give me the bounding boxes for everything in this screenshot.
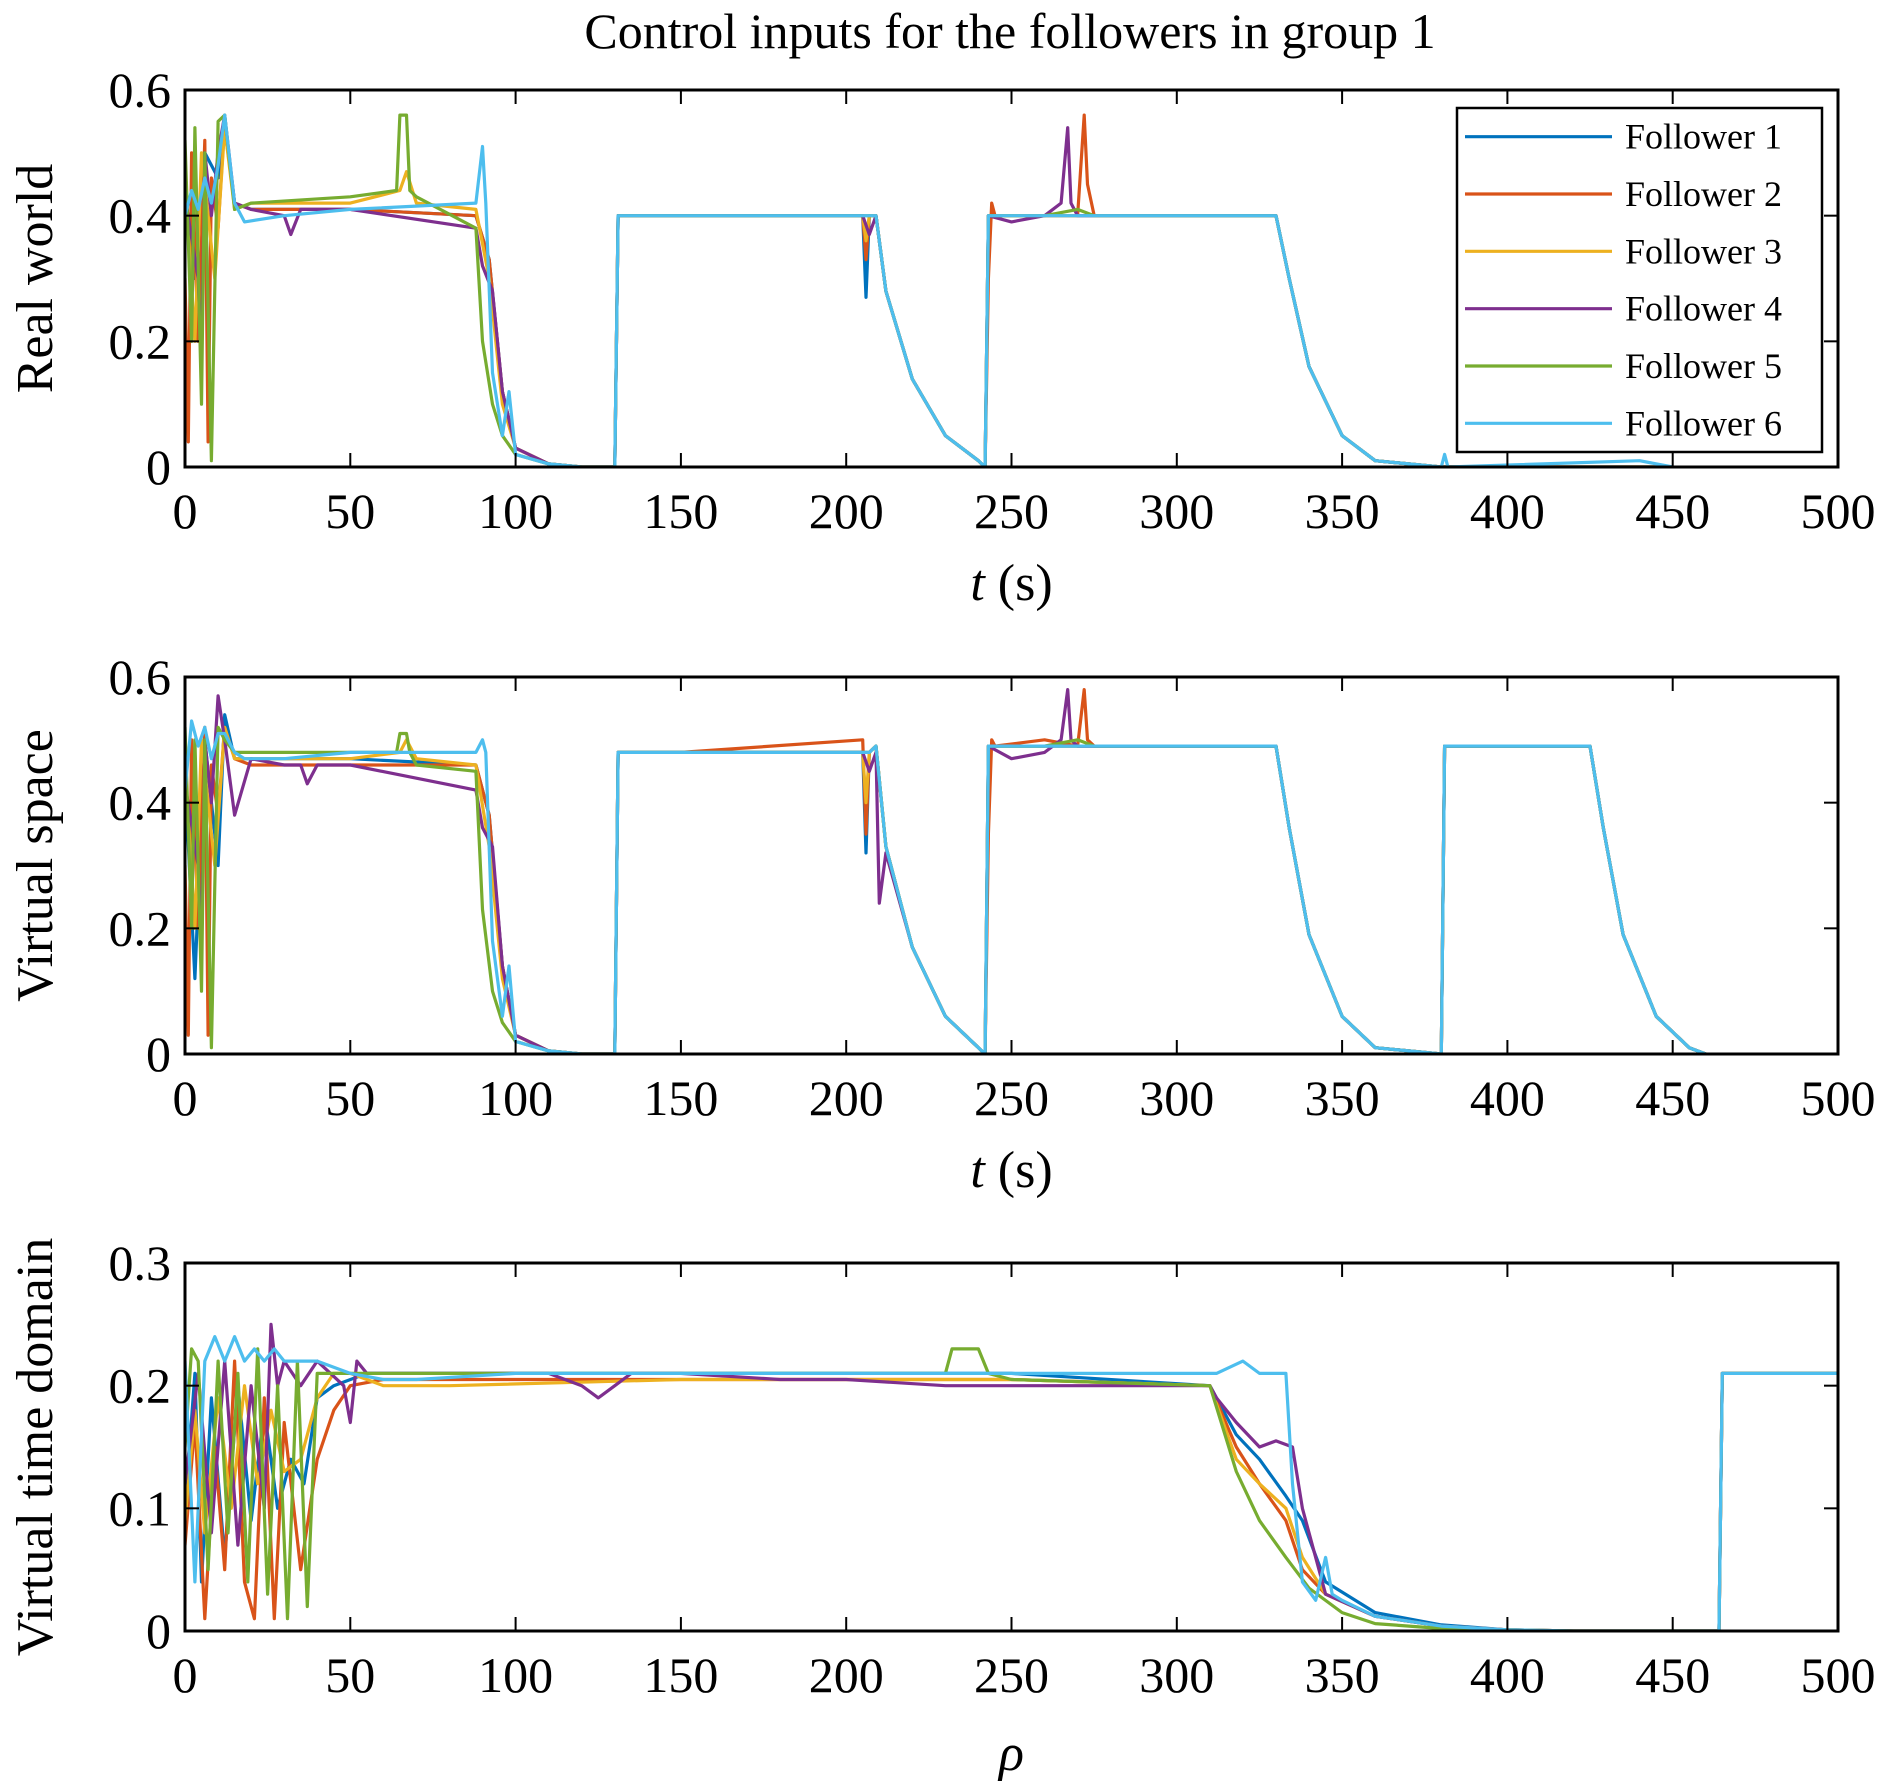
legend-label-follower-1: Follower 1 <box>1625 117 1782 157</box>
panel-3: 0 50 100 150 200 250 300 350 400 450 500 0 0.1 0.2 0.3… <box>7 1235 1876 1782</box>
x-tick-label: 100 <box>478 483 553 539</box>
y-axis-label: Real world <box>7 164 64 394</box>
x-tick-label: 300 <box>1139 1070 1214 1126</box>
y-tick-label: 0.4 <box>109 775 172 831</box>
y-axis-label: Virtual space <box>7 729 64 1002</box>
x-tick-label: 400 <box>1470 1647 1545 1703</box>
y-tick-label: 0.3 <box>109 1235 172 1291</box>
x-tick-label: 250 <box>974 1070 1049 1126</box>
x-axis-unit: (s) <box>985 1142 1053 1199</box>
x-tick-label: 500 <box>1801 1070 1876 1126</box>
series-line-follower-5 <box>185 113 1675 467</box>
series-line-follower-6 <box>185 719 1708 1054</box>
series-line-follower-6 <box>185 113 1675 467</box>
x-tick-label: 50 <box>325 1647 375 1703</box>
x-tick-label: 400 <box>1470 483 1545 539</box>
x-tick-label: 100 <box>478 1070 553 1126</box>
legend: Follower 1 Follower 2 Follower 3 Follower 4… <box>1455 106 1824 454</box>
x-tick-label: 0 <box>173 1070 198 1126</box>
y-tick-label: 0.4 <box>109 188 172 244</box>
x-axis-label: t (s) <box>970 555 1052 612</box>
y-tick-label: 0 <box>146 1026 171 1082</box>
chart-title: Control inputs for the followers in grou… <box>584 3 1435 59</box>
x-tick-label: 150 <box>643 1647 718 1703</box>
x-tick-label: 200 <box>809 1070 884 1126</box>
x-tick-label: 0 <box>173 1647 198 1703</box>
y-tick-label: 0.2 <box>109 1358 172 1414</box>
x-tick-label: 0 <box>173 483 198 539</box>
legend-label-follower-3: Follower 3 <box>1625 231 1782 271</box>
legend-label-follower-4: Follower 4 <box>1625 289 1782 329</box>
y-tick-label: 0.1 <box>109 1480 172 1536</box>
x-tick-label: 250 <box>974 483 1049 539</box>
series-line-follower-4 <box>185 687 1708 1054</box>
panel-2: 0 50 100 150 200 250 300 350 400 450 500 0 0.2 0.4 0.6… <box>7 649 1876 1199</box>
x-tick-label: 200 <box>809 483 884 539</box>
series-line-follower-2 <box>185 1359 1838 1631</box>
x-tick-label: 450 <box>1635 1647 1710 1703</box>
legend-label-follower-6: Follower 6 <box>1625 403 1782 443</box>
series-line-follower-2 <box>185 687 1708 1054</box>
y-tick-label: 0.2 <box>109 313 172 369</box>
x-axis-variable: ρ <box>997 1725 1024 1782</box>
chart-panels: 0 50 100 150 200 250 300 350 400 450 50000.20.40.6… <box>7 62 1876 1782</box>
series-group <box>185 113 1675 467</box>
x-tick-label: 150 <box>643 483 718 539</box>
x-axis-label: t (s) <box>970 1142 1052 1199</box>
series-line-follower-4 <box>185 1322 1838 1631</box>
x-axis-unit: (s) <box>985 555 1053 612</box>
x-tick-label: 50 <box>325 483 375 539</box>
x-tick-label: 150 <box>643 1070 718 1126</box>
plot-frame <box>183 675 1840 1056</box>
x-tick-label: 450 <box>1635 483 1710 539</box>
x-tick-label: 500 <box>1801 1647 1876 1703</box>
y-tick-label: 0.6 <box>109 649 172 705</box>
panel-1: 0 50 100 150 200 250 300 350 400 450 500 0 0.2 0.4 0.6… <box>7 62 1876 612</box>
x-tick-label: 50 <box>325 1070 375 1126</box>
x-tick-label: 350 <box>1305 483 1380 539</box>
series-line-follower-3 <box>185 1371 1838 1631</box>
x-tick-label: 200 <box>809 1647 884 1703</box>
x-tick-label: 400 <box>1470 1070 1545 1126</box>
y-tick-label: 0 <box>146 439 171 495</box>
x-axis-variable: t <box>970 1142 986 1199</box>
series-line-follower-5 <box>185 1347 1838 1631</box>
x-tick-label: 350 <box>1305 1647 1380 1703</box>
y-axis-label: Virtual time domain <box>7 1238 64 1657</box>
x-axis-label: ρ <box>997 1725 1024 1782</box>
y-tick-label: 0 <box>146 1603 171 1659</box>
x-tick-label: 250 <box>974 1647 1049 1703</box>
x-tick-label: 100 <box>478 1647 553 1703</box>
legend-label-follower-5: Follower 5 <box>1625 346 1782 386</box>
x-tick-label: 300 <box>1139 1647 1214 1703</box>
x-tick-label: 300 <box>1139 483 1214 539</box>
x-tick-label: 500 <box>1801 483 1876 539</box>
y-tick-label: 0.6 <box>109 62 172 118</box>
series-group <box>185 1322 1838 1631</box>
y-tick-label: 0.2 <box>109 900 172 956</box>
plot-frame <box>183 1261 1840 1633</box>
legend-box <box>1455 106 1824 454</box>
series-group <box>185 687 1708 1054</box>
x-tick-label: 450 <box>1635 1070 1710 1126</box>
series-line-follower-6 <box>185 1334 1838 1631</box>
x-tick-label: 350 <box>1305 1070 1380 1126</box>
series-line-follower-1 <box>185 1371 1838 1631</box>
x-axis-variable: t <box>970 555 986 612</box>
legend-label-follower-2: Follower 2 <box>1625 174 1782 214</box>
